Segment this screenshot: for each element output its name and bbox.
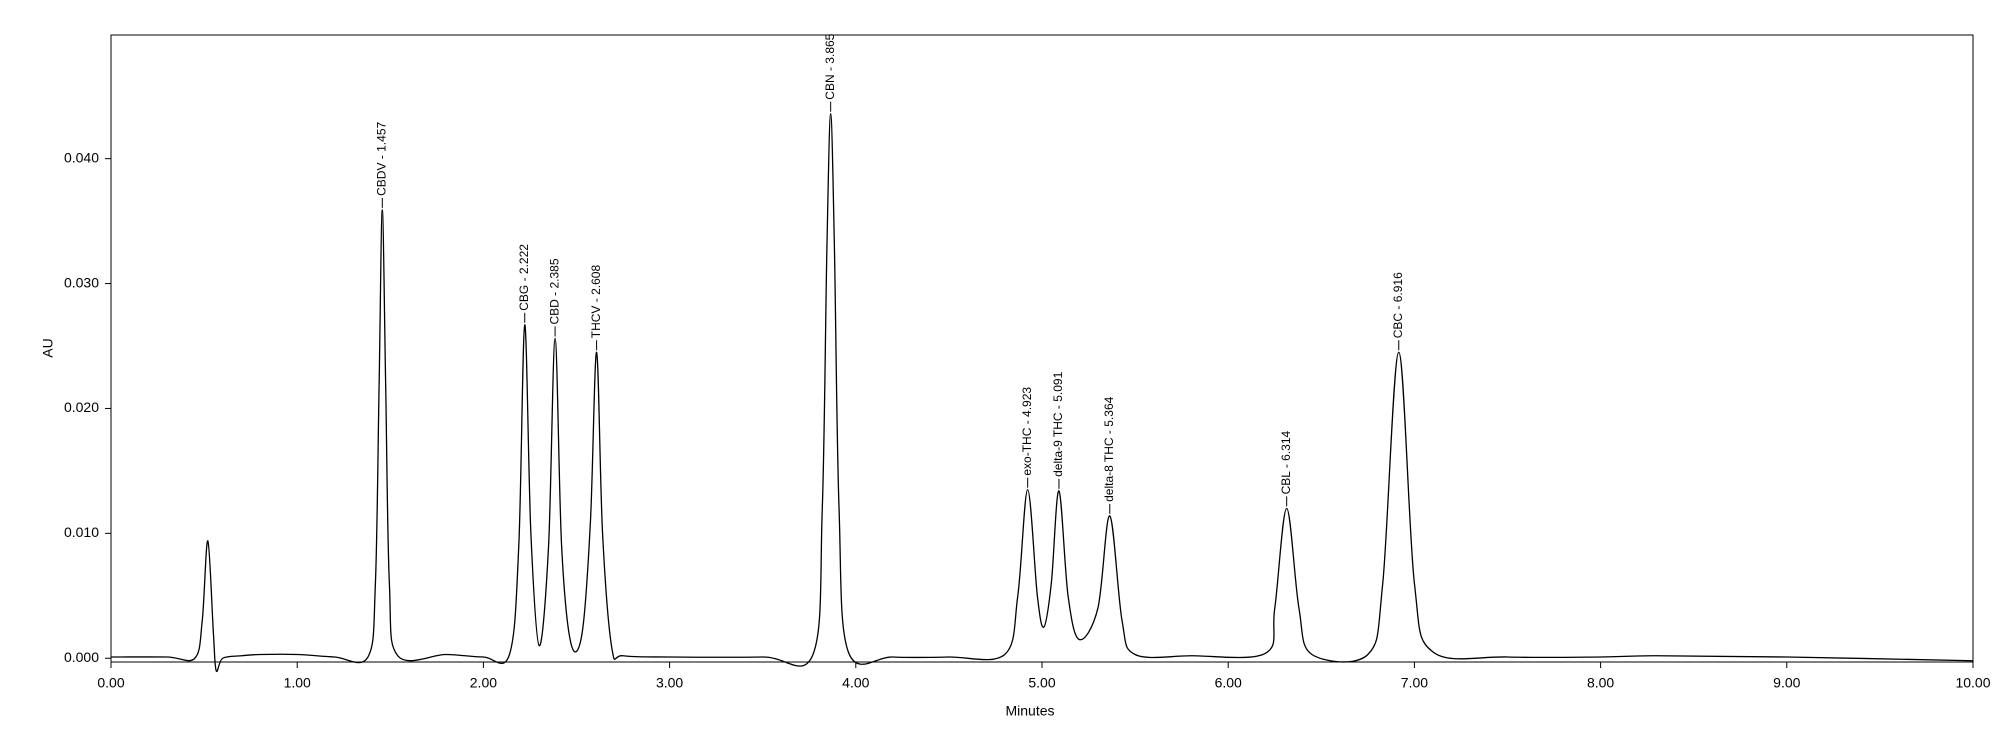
peak-label: delta-9 THC - 5.091 bbox=[1051, 371, 1065, 476]
y-tick-label: 0.010 bbox=[64, 524, 99, 540]
x-axis-label: Minutes bbox=[1005, 703, 1054, 719]
x-tick-label: 3.00 bbox=[656, 675, 683, 691]
x-tick-label: 9.00 bbox=[1773, 675, 1800, 691]
x-tick-label: 2.00 bbox=[470, 675, 497, 691]
x-tick-label: 7.00 bbox=[1401, 675, 1428, 691]
y-axis-label: AU bbox=[40, 338, 56, 357]
peak-label: THCV - 2.608 bbox=[589, 265, 603, 339]
peak-label: CBD - 2.385 bbox=[547, 258, 561, 324]
peak-label: delta-8 THC - 5.364 bbox=[1102, 396, 1116, 501]
x-tick-label: 5.00 bbox=[1028, 675, 1055, 691]
x-tick-label: 8.00 bbox=[1587, 675, 1614, 691]
peak-label: CBDV - 1.457 bbox=[374, 122, 388, 196]
plot-frame bbox=[110, 34, 1974, 663]
y-tick-label: 0.040 bbox=[64, 149, 99, 165]
x-tick-label: 1.00 bbox=[284, 675, 311, 691]
peak-label: CBN - 3.865 bbox=[823, 33, 837, 99]
peak-label: CBG - 2.222 bbox=[517, 244, 531, 311]
y-tick-label: 0.000 bbox=[64, 649, 99, 665]
x-tick-label: 6.00 bbox=[1215, 675, 1242, 691]
y-tick-label: 0.020 bbox=[64, 399, 99, 415]
chromatogram-trace bbox=[110, 113, 1974, 673]
peak-label: CBL - 6.314 bbox=[1279, 430, 1293, 494]
peak-label: exo-THC - 4.923 bbox=[1020, 387, 1034, 476]
x-tick-label: 4.00 bbox=[842, 675, 869, 691]
y-tick-label: 0.030 bbox=[64, 274, 99, 290]
x-tick-label: 10.00 bbox=[1955, 675, 1990, 691]
x-tick-label: 0.00 bbox=[97, 675, 124, 691]
peak-label: CBC - 6.916 bbox=[1391, 272, 1405, 338]
